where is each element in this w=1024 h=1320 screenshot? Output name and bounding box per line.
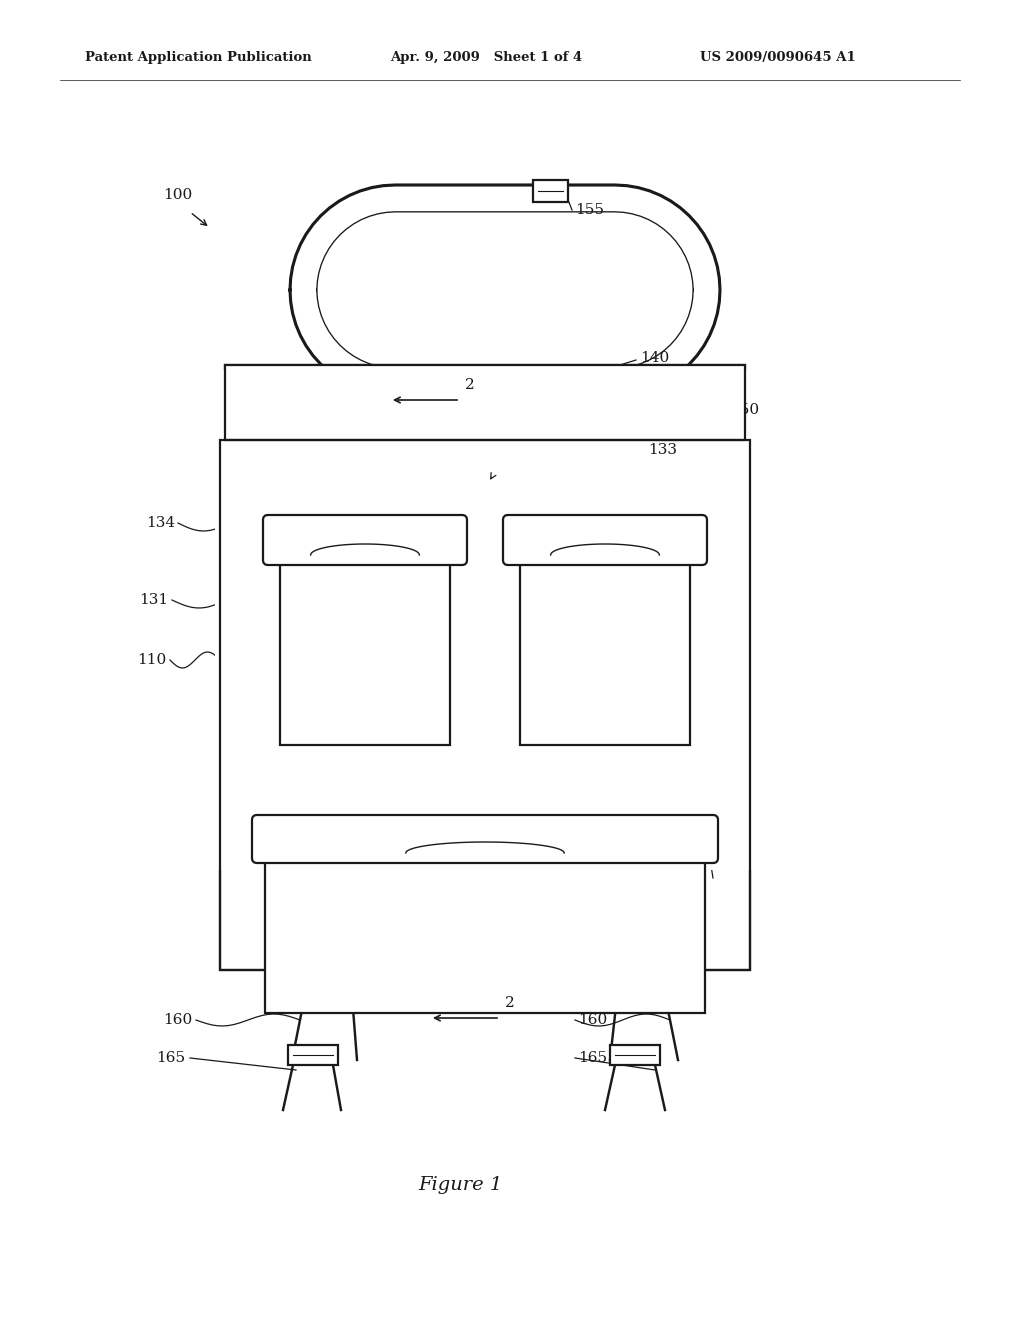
Text: 120: 120 (633, 378, 663, 392)
Bar (225, 366, 745, 440)
Text: 132: 132 (648, 593, 677, 607)
Text: 135: 135 (648, 516, 677, 531)
Text: Figure 1: Figure 1 (418, 1176, 502, 1195)
Text: 133: 133 (648, 444, 677, 457)
Text: 2: 2 (505, 997, 515, 1010)
Text: US 2009/0090645 A1: US 2009/0090645 A1 (700, 51, 856, 65)
Bar (265, 858, 705, 1012)
Bar (220, 440, 750, 970)
Text: 131: 131 (139, 593, 168, 607)
Bar (225, 366, 745, 440)
Text: Patent Application Publication: Patent Application Publication (85, 51, 311, 65)
Text: 2: 2 (465, 378, 475, 392)
Bar (220, 440, 750, 970)
FancyBboxPatch shape (252, 814, 718, 863)
Text: 134: 134 (145, 516, 175, 531)
Text: Apr. 9, 2009   Sheet 1 of 4: Apr. 9, 2009 Sheet 1 of 4 (390, 51, 583, 65)
Bar (520, 560, 690, 744)
Text: 160: 160 (163, 1012, 193, 1027)
Bar (280, 560, 450, 744)
Bar (215, 370, 755, 870)
Bar (532, 180, 567, 202)
Polygon shape (317, 213, 692, 367)
FancyBboxPatch shape (263, 515, 467, 565)
Text: 155: 155 (575, 203, 604, 216)
FancyBboxPatch shape (503, 515, 707, 565)
Text: 165: 165 (156, 1051, 185, 1065)
Text: 100: 100 (163, 187, 193, 202)
Text: 136: 136 (648, 408, 677, 422)
Text: 150: 150 (730, 403, 759, 417)
Bar (610, 1045, 660, 1065)
Text: 140: 140 (640, 351, 670, 366)
Bar (288, 1045, 338, 1065)
Text: 160: 160 (578, 1012, 607, 1027)
Text: 165: 165 (578, 1051, 607, 1065)
Text: 110: 110 (137, 653, 166, 667)
Polygon shape (317, 213, 692, 367)
